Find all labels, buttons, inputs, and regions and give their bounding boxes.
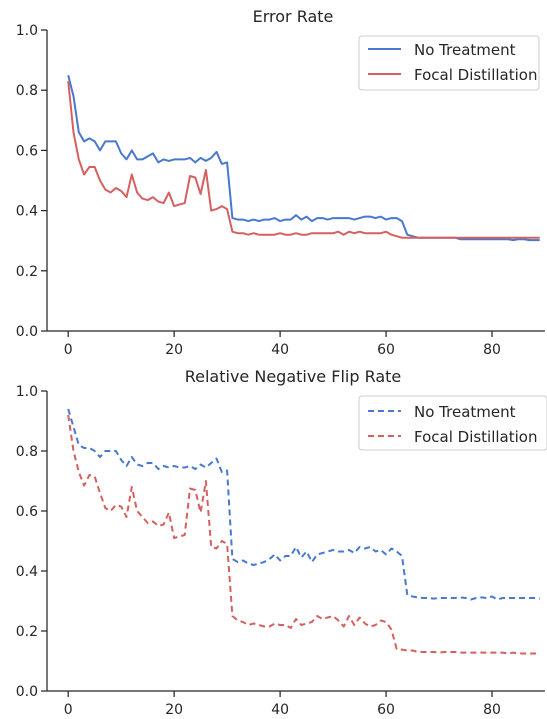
x-tick-label: 0 [64, 702, 73, 718]
series-lines [67, 408, 540, 655]
legend-label-no-treatment: No Treatment [414, 41, 516, 59]
y-tick-label: 0.6 [16, 504, 38, 520]
chart-title: Error Rate [253, 7, 334, 26]
y-tick-label: 1.0 [16, 384, 38, 400]
series-line-no-treatment [67, 74, 540, 242]
legend-label-focal-distillation: Focal Distillation [414, 66, 538, 84]
y-tick-label: 0.0 [16, 324, 38, 340]
legend: No Treatment Focal Distillation [358, 35, 540, 91]
x-tick-label: 0 [64, 342, 73, 358]
y-tick-label: 0.0 [16, 684, 38, 700]
x-tick-label: 20 [165, 702, 183, 718]
legend-label-focal-distillation: Focal Distillation [414, 428, 538, 446]
legend: No Treatment Focal Distillation [358, 395, 547, 451]
series-lines [67, 74, 540, 242]
x-tick-label: 40 [271, 702, 289, 718]
x-tick-label: 80 [483, 702, 501, 718]
negative-flip-rate-panel: Relative Negative Flip Rate 0.0 0.2 0.4 0.6… [16, 367, 547, 718]
series-line-focal-distillation [67, 81, 540, 239]
legend-box [358, 35, 540, 91]
y-tick-label: 0.8 [16, 444, 38, 460]
y-tick-label: 0.2 [16, 264, 38, 280]
x-tick-label: 60 [377, 702, 395, 718]
x-tick-label: 20 [165, 342, 183, 358]
error-rate-panel: Error Rate 0.00.20.40.60.81.0 0 20 40 60 80 … [16, 7, 545, 358]
x-axis: 0 20 40 60 80 [64, 691, 501, 718]
chart-title: Relative Negative Flip Rate [185, 367, 402, 386]
x-tick-label: 60 [377, 342, 395, 358]
y-tick-label: 0.6 [16, 143, 38, 159]
y-tick-label: 0.4 [16, 564, 38, 580]
x-tick-label: 40 [271, 342, 289, 358]
y-tick-label: 0.8 [16, 83, 38, 99]
y-tick-label: 0.2 [16, 624, 38, 640]
x-axis: 0 20 40 60 80 [64, 331, 501, 358]
series-line-no-treatment [67, 408, 540, 601]
x-tick-label: 80 [483, 342, 501, 358]
series-line-focal-distillation [67, 414, 540, 655]
legend-box [358, 395, 547, 451]
y-tick-label: 1.0 [16, 23, 38, 39]
legend-label-no-treatment: No Treatment [414, 403, 516, 421]
y-axis: 0.0 0.2 0.4 0.6 0.8 1.0 [16, 384, 47, 700]
y-axis: 0.0 0.2 0.4 0.6 0.8 1.0 [16, 23, 47, 340]
y-tick-label: 0.4 [16, 204, 38, 220]
